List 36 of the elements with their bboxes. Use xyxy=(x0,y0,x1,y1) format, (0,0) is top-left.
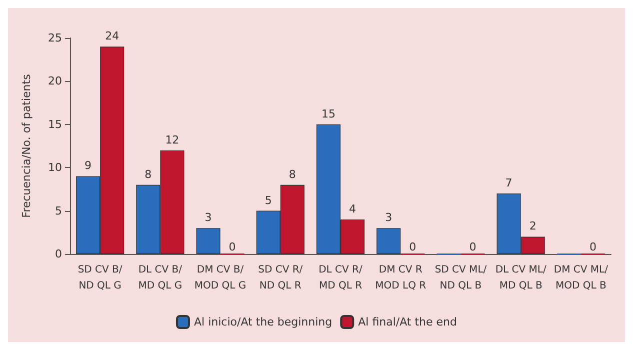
legend-label: Al inicio/At the beginning xyxy=(194,316,332,328)
data-label: 8 xyxy=(144,168,152,181)
y-axis-title: Frecuencia/No. of patients xyxy=(20,74,33,218)
data-label: 0 xyxy=(469,240,476,254)
bar xyxy=(376,228,401,254)
x-tick-label: SD CV B/ ND QL G xyxy=(78,264,123,292)
data-label: 3 xyxy=(385,211,392,224)
x-tick-label: DM CV ML/ MOD QL B xyxy=(554,264,609,292)
data-label: 8 xyxy=(288,168,296,181)
data-label: 4 xyxy=(349,202,356,216)
y-tick-label: 5 xyxy=(55,204,62,218)
x-tick-label: DL CV R/ MD QL R xyxy=(318,264,364,292)
data-label: 9 xyxy=(84,159,92,172)
y-tick-label: 20 xyxy=(48,74,62,88)
y-tick-label: 0 xyxy=(55,248,62,260)
x-tick-label: SD CV ML/ ND QL B xyxy=(434,264,488,292)
y-tick-label: 10 xyxy=(48,161,62,174)
data-label: 2 xyxy=(529,220,536,233)
data-label: 0 xyxy=(409,240,416,254)
x-tick-label: DL CV B/ MD QL G xyxy=(138,264,183,292)
data-label: 15 xyxy=(321,107,336,120)
x-tick-label: DM CV B/ MOD QL G xyxy=(194,264,246,292)
legend-label: Al final/At the end xyxy=(358,316,458,328)
data-label: 12 xyxy=(165,133,180,146)
x-tick-label: DL CV ML/ MD QL B xyxy=(495,264,547,292)
data-label: 0 xyxy=(228,240,236,254)
data-label: 5 xyxy=(264,194,272,207)
data-label: 0 xyxy=(589,240,596,254)
y-tick-label: 15 xyxy=(48,118,62,131)
y-tick-label: 25 xyxy=(48,32,62,44)
bar xyxy=(196,228,220,254)
x-tick-label: SD CV R/ ND QL R xyxy=(258,264,304,292)
data-label: 3 xyxy=(204,211,212,224)
data-label: 24 xyxy=(105,30,120,43)
data-label: 7 xyxy=(505,176,512,190)
x-tick-label: DM CV R MOD LQ R xyxy=(375,264,426,292)
